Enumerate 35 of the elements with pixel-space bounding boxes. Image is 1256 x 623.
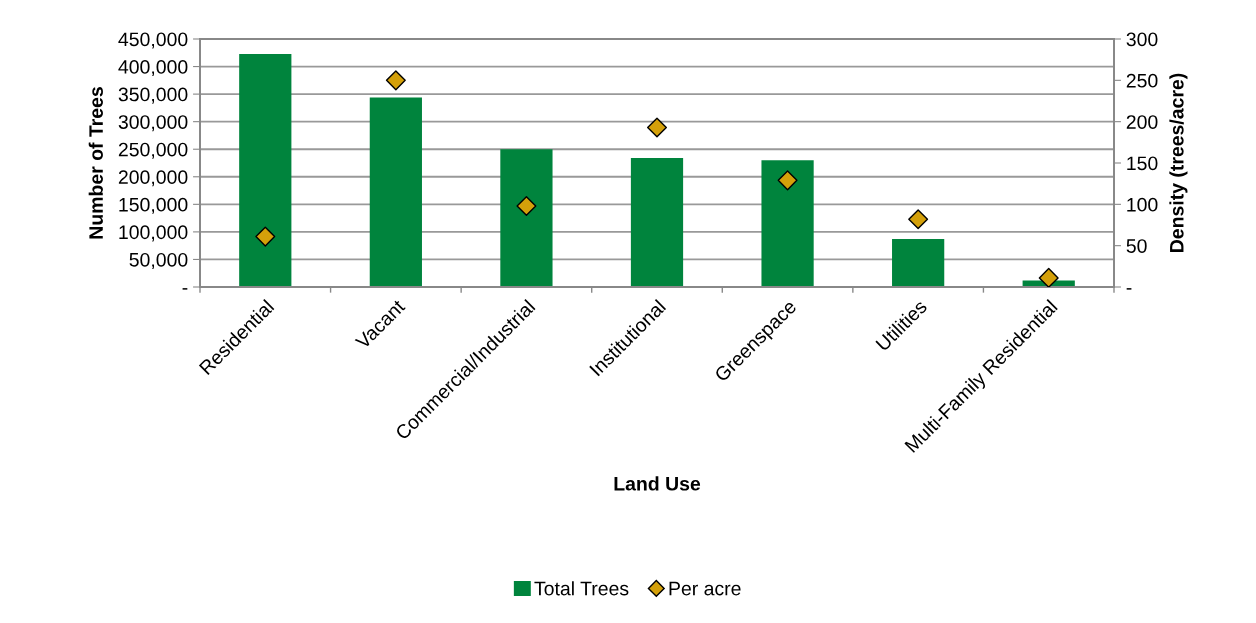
y-tick-label: 450,000 [118, 32, 188, 49]
y-tick-label: 350,000 [118, 87, 188, 104]
y-tick-label: - [182, 288, 188, 290]
legend-label: Total Trees [534, 581, 629, 596]
legend-label: Per acre [669, 581, 741, 596]
point [777, 170, 798, 191]
point [385, 70, 406, 91]
bar [761, 160, 814, 287]
bar [239, 53, 292, 287]
y-axis-title: Number of Trees [88, 87, 103, 239]
point [908, 209, 929, 230]
y-tick-label: 100,000 [119, 225, 188, 242]
point [1038, 267, 1059, 287]
bar [892, 239, 945, 287]
bar [369, 97, 422, 287]
point [516, 195, 537, 216]
bar [500, 149, 553, 287]
x-axis-title: Land Use [614, 476, 701, 491]
y2-tick-label: - [1126, 288, 1132, 290]
y2-tick-label: 300 [1126, 32, 1158, 47]
y-tick-label: 250,000 [118, 142, 188, 159]
y2-tick-label: 150 [1127, 156, 1158, 171]
y2-tick-label: 50 [1126, 239, 1147, 253]
y2-tick-label: 200 [1126, 115, 1158, 129]
point [255, 226, 276, 247]
y2-tick-label: 100 [1127, 197, 1158, 212]
y-tick-label: 150,000 [119, 197, 188, 214]
y2-axis-title: Density (trees/acre) [1169, 73, 1188, 252]
y2-tick-label: 250 [1126, 73, 1158, 88]
y-tick-label: 200,000 [118, 170, 188, 187]
bar [630, 158, 684, 287]
point [646, 117, 668, 138]
y-tick-label: 400,000 [118, 60, 188, 77]
y-tick-label: 50,000 [129, 252, 188, 269]
y-tick-label: 300,000 [118, 115, 188, 132]
